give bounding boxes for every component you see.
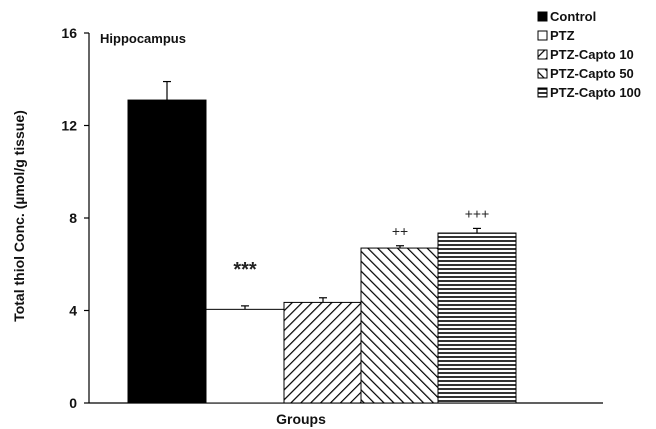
legend-label: PTZ — [550, 28, 575, 43]
legend-label: PTZ-Capto 100 — [550, 85, 641, 100]
bar-ptz-capto-50 — [360, 247, 440, 404]
bar-ptz — [205, 308, 285, 404]
legend-swatch — [537, 30, 548, 41]
legend-label: Control — [550, 9, 596, 24]
bar-ptz-capto-10 — [283, 301, 363, 404]
bar-ptz-capto-100 — [437, 232, 517, 404]
y-ticks: 0 4 8 12 16 — [61, 25, 89, 411]
significance-label: ++ — [392, 223, 408, 239]
bars: ***+++++ — [127, 80, 517, 404]
x-axis-title: Groups — [276, 411, 326, 427]
legend-swatch — [537, 49, 548, 60]
y-axis-title: Total thiol Conc. (µmol/g tissue) — [11, 110, 27, 322]
legend-label: PTZ-Capto 10 — [550, 47, 634, 62]
legend-swatch — [537, 11, 548, 22]
panel-label: Hippocampus — [100, 31, 186, 46]
y-tick-label: 16 — [61, 25, 77, 41]
legend-swatch — [537, 87, 548, 98]
legend: Control PTZ PTZ-Capto 10 PTZ-Capto 50 PTZ-Ca… — [537, 9, 641, 100]
bar-control — [127, 99, 207, 404]
significance-label: *** — [233, 259, 257, 281]
y-tick-label: 0 — [69, 395, 77, 411]
legend-label: PTZ-Capto 50 — [550, 66, 634, 81]
y-tick-label: 8 — [69, 210, 77, 226]
significance-label: +++ — [465, 205, 490, 221]
legend-swatch — [537, 68, 548, 79]
y-tick-label: 12 — [61, 118, 77, 134]
y-tick-label: 4 — [69, 303, 77, 319]
